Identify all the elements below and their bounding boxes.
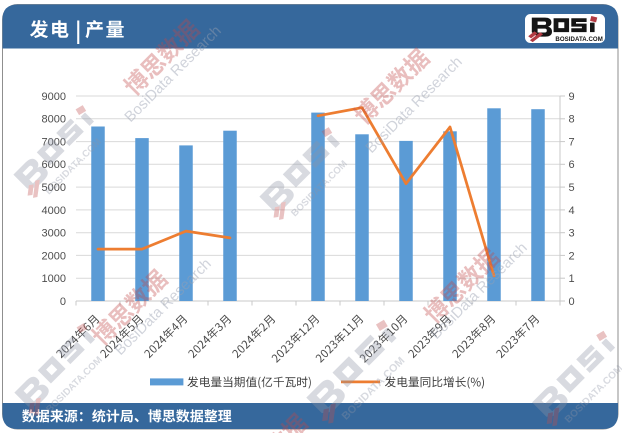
svg-text:7000: 7000 [42, 137, 66, 149]
svg-text:4: 4 [569, 205, 575, 217]
svg-text:3000: 3000 [42, 228, 66, 240]
svg-text:7: 7 [569, 137, 575, 149]
svg-text:4000: 4000 [42, 205, 66, 217]
svg-text:5000: 5000 [42, 182, 66, 194]
svg-text:9: 9 [569, 91, 575, 103]
svg-text:6: 6 [569, 159, 575, 171]
svg-text:2: 2 [569, 250, 575, 262]
svg-text:9000: 9000 [42, 91, 66, 103]
svg-text:1000: 1000 [42, 273, 66, 285]
svg-text:3: 3 [569, 228, 575, 240]
svg-text:2000: 2000 [42, 250, 66, 262]
svg-text:0: 0 [60, 296, 66, 308]
svg-text:BOSIDATA.COM: BOSIDATA.COM [555, 36, 602, 43]
svg-text:0: 0 [569, 296, 575, 308]
svg-text:5: 5 [569, 182, 575, 194]
svg-text:8000: 8000 [42, 114, 66, 126]
svg-text:1: 1 [569, 273, 575, 285]
svg-text:8: 8 [569, 114, 575, 126]
svg-text:6000: 6000 [42, 159, 66, 171]
